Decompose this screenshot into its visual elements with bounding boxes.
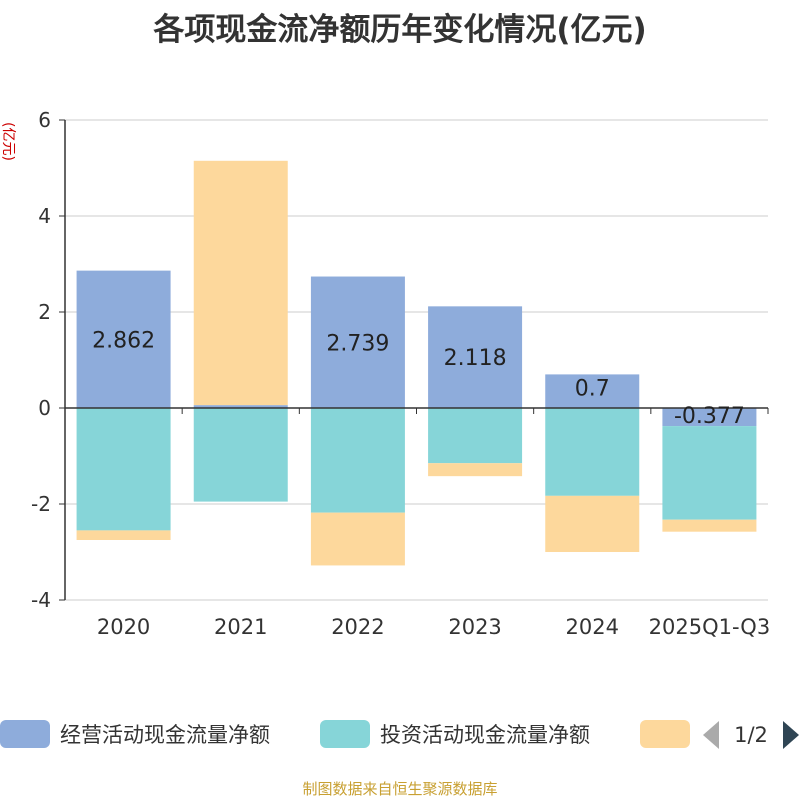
- y-tick-label: 6: [38, 108, 51, 132]
- data-label: -0.377: [674, 404, 745, 429]
- y-tick-label: 2: [38, 300, 51, 324]
- data-label: 2.739: [326, 331, 389, 356]
- bar-series: [76, 160, 757, 566]
- x-tick-label: 2025Q1-Q3: [649, 615, 771, 639]
- bar-2-2022: [310, 408, 405, 513]
- legend-item-1: 经营活动现金流量净额: [0, 720, 270, 748]
- x-tick-label: 2022: [331, 615, 384, 639]
- chart-title: 各项现金流净额历年变化情况(亿元): [153, 12, 647, 48]
- bar-3-2021: [193, 160, 288, 406]
- legend-label: 投资活动现金流量净额: [380, 723, 590, 747]
- y-tick-label: -4: [31, 588, 51, 612]
- x-tick-label: 2023: [448, 615, 501, 639]
- data-label: 2.118: [444, 346, 507, 371]
- legend-item-2: 投资活动现金流量净额: [320, 720, 590, 748]
- bar-3-2023: [428, 463, 523, 477]
- legend-swatch: [320, 720, 370, 748]
- legend-prev-icon[interactable]: [703, 721, 719, 749]
- x-tick-label: 2021: [214, 615, 267, 639]
- axes: -4 -2 0 2 4 6 (亿元) 2020 2021 2022 2023 2024 2025Q1-Q…: [0, 108, 770, 639]
- bar-1-2020: [76, 270, 171, 408]
- y-tick-label: 0: [38, 396, 51, 420]
- bar-1-2023: [428, 306, 523, 408]
- source-note: 制图数据来自恒生聚源数据库: [302, 780, 498, 798]
- bar-1-2021: [193, 405, 288, 408]
- bar-3-2025Q1-Q3: [662, 519, 757, 532]
- x-tick-label: 2020: [97, 615, 150, 639]
- bar-2-2024: [545, 408, 640, 496]
- y-tick-label: 4: [38, 204, 51, 228]
- bar-3-2022: [310, 512, 405, 566]
- bar-1-2022: [310, 276, 405, 408]
- legend-swatch: [640, 720, 690, 748]
- bar-3-2024: [545, 495, 640, 552]
- bar-1-2024: [545, 374, 640, 408]
- legend-next-icon[interactable]: [783, 721, 799, 749]
- legend: 经营活动现金流量净额 投资活动现金流量净额 1/2: [0, 720, 799, 749]
- bar-2-2021: [193, 408, 288, 502]
- x-tick-label: 2024: [566, 615, 619, 639]
- y-axis-title: (亿元): [0, 122, 16, 161]
- bar-2-2023: [428, 408, 523, 464]
- data-label: 2.862: [92, 328, 155, 353]
- data-label: 0.7: [575, 376, 610, 401]
- legend-label: 经营活动现金流量净额: [60, 723, 270, 747]
- legend-item-3: [640, 720, 690, 748]
- data-labels: 2.862 2.739 2.118 0.7 -0.377: [92, 328, 745, 429]
- legend-page-indicator: 1/2: [734, 723, 768, 747]
- bar-2-2025Q1-Q3: [662, 426, 757, 520]
- legend-swatch: [0, 720, 50, 748]
- bar-1-2025Q1-Q3: [662, 408, 757, 427]
- y-tick-label: -2: [31, 492, 51, 516]
- bar-3-2020: [76, 530, 171, 540]
- grid-lines: [65, 119, 768, 601]
- bar-2-2020: [76, 408, 171, 531]
